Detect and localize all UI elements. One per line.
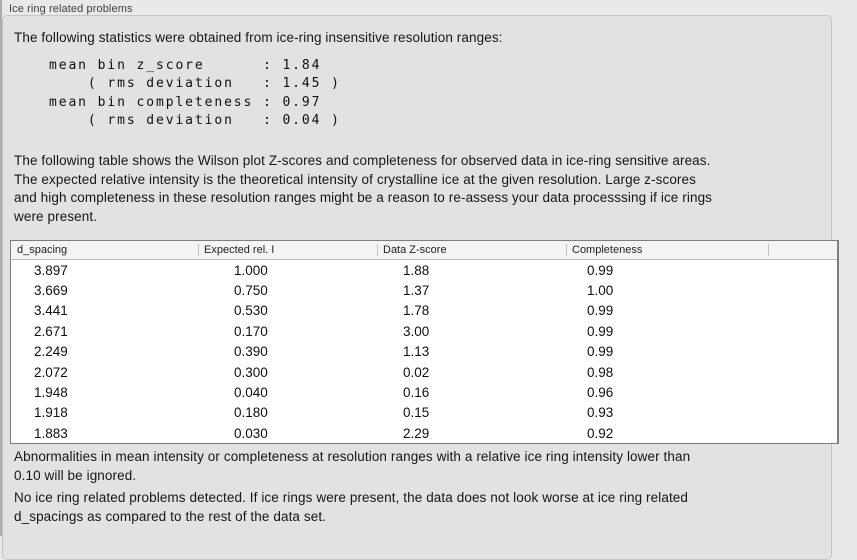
- table-cell: 2.249: [34, 344, 68, 360]
- table-cell: 0.99: [587, 303, 614, 319]
- table-cell: 3.441: [34, 303, 68, 319]
- column-header-expected-rel-i[interactable]: Expected rel. I: [198, 241, 377, 259]
- table-cell: 0.300: [234, 364, 268, 380]
- table-row[interactable]: 3.897 1.000 1.88 0.99: [11, 260, 837, 280]
- table-description-text: The following table shows the Wilson plo…: [14, 153, 713, 225]
- table-cell: 0.92: [587, 425, 614, 441]
- table-cell: 3.897: [34, 262, 68, 278]
- table-cell: 1.37: [403, 283, 430, 299]
- column-header-empty: [768, 241, 837, 259]
- table-cell: 1.883: [34, 425, 68, 441]
- table-cell: 0.99: [587, 323, 614, 339]
- table-cell: 0.180: [234, 405, 268, 421]
- column-header-completeness[interactable]: Completeness: [566, 241, 768, 259]
- table-row[interactable]: 3.669 0.750 1.37 1.00: [11, 280, 837, 300]
- intro-text: The following statistics were obtained f…: [14, 30, 503, 45]
- ignore-note-text: Abnormalities in mean intensity or compl…: [14, 449, 691, 483]
- table-cell: 0.750: [234, 283, 268, 299]
- table-cell: 0.530: [234, 303, 268, 319]
- table-cell: 1.918: [34, 405, 68, 421]
- table-cell: 0.15: [403, 405, 430, 421]
- table-cell: 1.78: [403, 303, 430, 319]
- panel-title: Ice ring related problems: [9, 3, 133, 15]
- table-cell: 0.16: [403, 385, 430, 401]
- table-cell: 2.072: [34, 364, 68, 380]
- table-header-row: d_spacing Expected rel. I Data Z-score C…: [11, 241, 837, 260]
- conclusion-text: No ice ring related problems detected. I…: [14, 490, 689, 524]
- table-cell: 0.98: [587, 364, 614, 380]
- window-left-edge: [0, 0, 2, 536]
- table-cell: 0.040: [234, 385, 268, 401]
- column-header-d-spacing[interactable]: d_spacing: [17, 244, 68, 256]
- table-body: 3.897 1.000 1.88 0.99 3.669 0.750 1.37 1.00 3.44…: [11, 260, 837, 444]
- table-cell: 1.88: [403, 262, 430, 278]
- table-cell: 3.669: [34, 283, 68, 299]
- table-cell: 1.00: [587, 283, 614, 299]
- table-row[interactable]: 1.918 0.180 0.15 0.93: [11, 403, 837, 423]
- table-row[interactable]: 2.072 0.300 0.02 0.98: [11, 362, 837, 382]
- table-row[interactable]: 3.441 0.530 1.78 0.99: [11, 301, 837, 321]
- table-row[interactable]: 2.671 0.170 3.00 0.99: [11, 321, 837, 341]
- table-cell: 0.99: [587, 262, 614, 278]
- table-cell: 0.170: [234, 323, 268, 339]
- ice-ring-table: d_spacing Expected rel. I Data Z-score C…: [10, 240, 839, 444]
- table-cell: 1.000: [234, 262, 268, 278]
- table-cell: 2.29: [403, 425, 430, 441]
- table-row[interactable]: 1.883 0.030 2.29 0.92: [11, 423, 837, 443]
- table-cell: 0.390: [234, 344, 268, 360]
- table-row[interactable]: 2.249 0.390 1.13 0.99: [11, 342, 837, 362]
- table-cell: 0.030: [234, 425, 268, 441]
- table-cell: 0.96: [587, 385, 614, 401]
- table-cell: 1.948: [34, 385, 68, 401]
- table-cell: 0.93: [587, 405, 614, 421]
- table-cell: 0.99: [587, 344, 614, 360]
- table-cell: 3.00: [403, 323, 430, 339]
- column-header-data-z-score[interactable]: Data Z-score: [377, 241, 566, 259]
- table-cell: 0.02: [403, 364, 430, 380]
- stats-block: mean bin z_score : 1.84 ( rms deviation …: [49, 58, 341, 128]
- table-cell: 2.671: [34, 323, 68, 339]
- table-cell: 1.13: [403, 344, 430, 360]
- table-row[interactable]: 1.948 0.040 0.16 0.96: [11, 382, 837, 402]
